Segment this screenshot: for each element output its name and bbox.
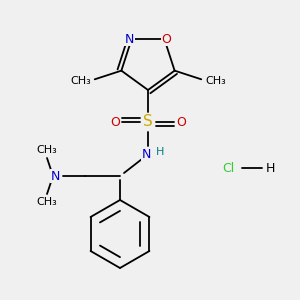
Text: CH₃: CH₃ — [70, 76, 91, 86]
Text: CH₃: CH₃ — [37, 197, 57, 207]
Text: N: N — [50, 169, 60, 182]
Text: CH₃: CH₃ — [205, 76, 226, 86]
Text: H: H — [265, 161, 275, 175]
Text: O: O — [110, 116, 120, 128]
Text: H: H — [156, 147, 164, 157]
Text: S: S — [143, 115, 153, 130]
Text: CH₃: CH₃ — [37, 145, 57, 155]
Text: N: N — [141, 148, 151, 160]
Text: O: O — [161, 33, 171, 46]
Text: N: N — [125, 33, 134, 46]
Text: Cl: Cl — [222, 161, 234, 175]
Text: O: O — [176, 116, 186, 128]
